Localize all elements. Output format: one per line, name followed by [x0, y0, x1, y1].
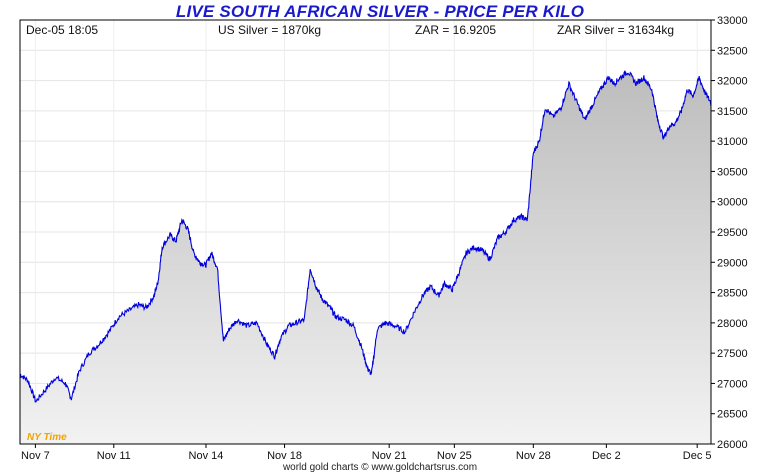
x-tick-label: Dec 5	[683, 450, 712, 462]
x-tick-label: Nov 18	[267, 450, 302, 462]
y-tick-label: 33000	[717, 15, 748, 27]
zar-silver-label: ZAR Silver = 31634kg	[557, 23, 675, 37]
y-tick-label: 31500	[717, 106, 748, 118]
y-axis: 26000 26500 27000 27500 28000 28500 29000 29500…	[711, 15, 748, 451]
x-axis: Nov 7 Nov 11 Nov 14 Nov 18 Nov 21 Nov 25 Nov 2…	[21, 444, 712, 462]
footer-credit: world gold charts © www.goldchartsrus.co…	[282, 462, 478, 473]
chart-title: LIVE SOUTH AFRICAN SILVER - PRICE PER KI…	[175, 2, 585, 21]
y-tick-label: 26500	[717, 409, 748, 421]
y-tick-label: 28500	[717, 288, 748, 300]
x-tick-label: Nov 28	[516, 450, 551, 462]
series-area	[20, 71, 711, 444]
y-tick-label: 28000	[717, 318, 748, 330]
y-tick-label: 29500	[717, 227, 748, 239]
x-tick-label: Dec 2	[592, 450, 621, 462]
y-tick-label: 32500	[717, 45, 748, 57]
x-tick-label: Nov 14	[189, 450, 224, 462]
y-tick-label: 31000	[717, 136, 748, 148]
y-tick-label: 27500	[717, 348, 748, 360]
x-tick-label: Nov 11	[97, 450, 131, 462]
zar-rate-label: ZAR = 16.9205	[415, 23, 497, 37]
y-tick-label: 29000	[717, 257, 748, 269]
x-tick-label: Nov 7	[21, 450, 50, 462]
x-tick-label: Nov 25	[437, 450, 472, 462]
y-tick-label: 30500	[717, 166, 748, 178]
x-tick-label: Nov 21	[372, 450, 407, 462]
us-silver-label: US Silver = 1870kg	[218, 23, 322, 37]
y-tick-label: 26000	[717, 439, 748, 451]
y-tick-label: 32000	[717, 76, 748, 88]
y-tick-label: 27000	[717, 378, 748, 390]
timezone-label: NY Time	[27, 432, 67, 443]
y-tick-label: 30000	[717, 197, 748, 209]
series-line	[20, 70, 712, 403]
datetime-label: Dec-05 18:05	[26, 23, 99, 37]
